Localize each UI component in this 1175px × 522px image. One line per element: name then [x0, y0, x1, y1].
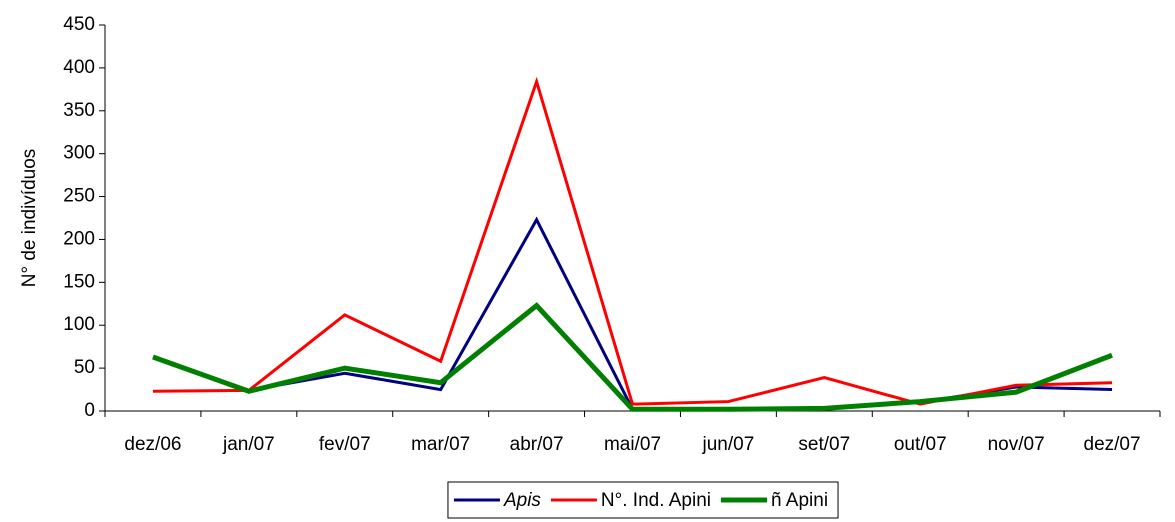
x-tick-label: set/07: [798, 434, 850, 455]
y-tick-label: 200: [63, 228, 95, 249]
legend-box: [447, 481, 839, 519]
y-tick-label: 350: [63, 100, 95, 121]
series-line: [248, 216, 1113, 411]
x-tick-label: mai/07: [604, 434, 661, 455]
y-axis-label: N° de indivíduos: [19, 149, 40, 288]
x-tick-label: abr/07: [510, 434, 564, 455]
y-tick-label: 150: [63, 271, 95, 292]
y-tick-label: 300: [63, 143, 95, 164]
legend: Apis N°. Ind. Apini ñ Apini: [447, 481, 839, 519]
series-line: [152, 76, 1113, 406]
y-tick-label: 100: [63, 314, 95, 335]
y-tick-label: 250: [63, 186, 95, 207]
x-tick-label: dez/07: [1084, 434, 1141, 455]
y-tick-label: 400: [63, 57, 95, 78]
x-tick-label: dez/06: [124, 434, 181, 455]
x-tick-label: fev/07: [319, 434, 371, 455]
y-tick-label: 450: [63, 14, 95, 35]
x-tick-label: out/07: [894, 434, 947, 455]
x-tick-label: jan/07: [222, 434, 275, 455]
x-tick-label: mar/07: [411, 434, 470, 455]
legend-label: N°. Ind. Apini: [601, 490, 711, 511]
legend-label: ñ Apini: [771, 490, 828, 511]
x-tick-label: jun/07: [702, 434, 755, 455]
series-line: [152, 302, 1113, 412]
y-tick-label: 50: [74, 357, 95, 378]
y-tick-label: 0: [84, 400, 95, 421]
legend-label: Apis: [503, 490, 541, 511]
x-tick-label: nov/07: [988, 434, 1045, 455]
